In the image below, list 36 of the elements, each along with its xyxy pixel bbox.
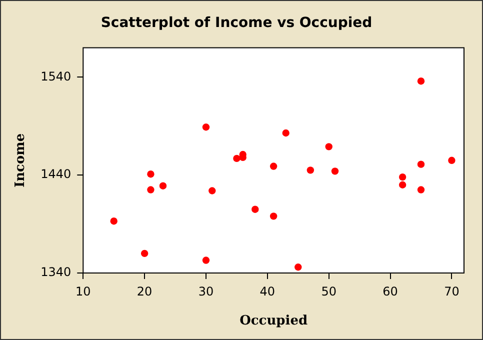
x-tick-label: 10 <box>76 284 91 298</box>
point <box>331 168 339 175</box>
point <box>282 129 290 137</box>
point <box>398 173 406 181</box>
y-axis-title: Income <box>13 133 28 188</box>
point <box>202 124 210 131</box>
point <box>270 212 278 220</box>
point <box>110 218 118 225</box>
point <box>208 187 216 194</box>
x-tick-label: 20 <box>136 284 152 298</box>
y-tick-label: 1340 <box>40 265 72 280</box>
x-tick-label: 40 <box>260 284 276 298</box>
chart-title: Scatterplot of Income vs Occupied <box>100 15 372 32</box>
point <box>270 162 278 170</box>
point <box>147 170 154 178</box>
y-tick-label: 1540 <box>40 69 72 84</box>
point <box>398 181 406 188</box>
point <box>417 77 425 85</box>
point <box>306 166 314 174</box>
point <box>233 154 240 162</box>
point <box>417 160 425 168</box>
point <box>159 182 167 190</box>
point <box>417 186 425 194</box>
x-axis-title: Occupied <box>240 314 308 329</box>
y-tick-label: 1440 <box>40 167 72 182</box>
x-tick-label: 30 <box>198 284 214 298</box>
point <box>294 264 302 271</box>
point <box>147 186 154 194</box>
x-tick-label: 70 <box>444 284 460 298</box>
point <box>325 143 332 150</box>
point <box>202 256 210 264</box>
x-tick-label: 60 <box>382 284 398 298</box>
x-tick-label: 50 <box>321 284 336 298</box>
point <box>448 156 456 164</box>
point <box>252 206 259 213</box>
point <box>140 250 148 258</box>
